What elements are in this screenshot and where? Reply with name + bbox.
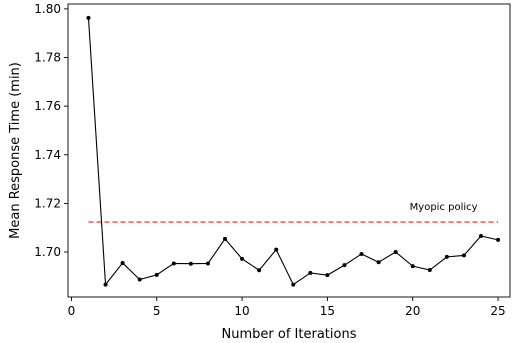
chart-ticks: 0 5 10 15 20 25 1.70 1.72 1.74 1.76 1.78 1.80	[34, 2, 505, 318]
y-tick-label: 1.72	[34, 196, 61, 210]
chart-axes	[67, 3, 511, 298]
data-point	[308, 270, 313, 275]
data-point	[103, 282, 108, 287]
data-point	[393, 250, 398, 255]
data-point	[205, 261, 210, 266]
myopic-policy-label: Myopic policy	[410, 202, 478, 213]
data-point	[120, 260, 125, 265]
y-tick-label: 1.74	[34, 148, 61, 162]
data-point	[359, 251, 364, 256]
x-tick-label: 5	[153, 304, 161, 318]
data-point	[325, 273, 330, 278]
data-point	[137, 277, 142, 282]
x-axis-label: Number of Iterations	[222, 327, 357, 342]
data-point	[154, 272, 159, 277]
y-tick-label: 1.70	[34, 245, 61, 259]
data-point	[86, 15, 91, 20]
series-line	[87, 17, 499, 287]
myopic-policy-reference: Myopic policy	[88, 202, 499, 223]
chart-series	[86, 15, 501, 287]
y-tick-label: 1.80	[34, 2, 61, 16]
x-tick-label: 25	[490, 304, 505, 318]
y-tick-label: 1.78	[34, 50, 61, 64]
x-tick-label: 10	[234, 304, 249, 318]
data-point	[223, 236, 228, 241]
y-axis-label: Mean Response Time (min)	[8, 62, 23, 239]
data-point	[274, 247, 279, 252]
data-point	[171, 261, 176, 266]
data-point	[376, 260, 381, 265]
y-tick-label: 1.76	[34, 99, 61, 113]
x-tick-label: 20	[405, 304, 420, 318]
data-point	[461, 253, 466, 258]
data-point	[257, 268, 262, 273]
x-tick-label: 15	[320, 304, 335, 318]
data-point	[444, 254, 449, 259]
data-point	[410, 264, 415, 269]
data-point	[342, 263, 347, 268]
data-point	[478, 233, 483, 238]
plot-frame	[67, 3, 511, 298]
x-tick-label: 0	[68, 304, 76, 318]
data-point	[496, 237, 501, 242]
data-point	[188, 261, 193, 266]
data-point	[291, 282, 296, 287]
data-point	[240, 256, 245, 261]
data-point	[427, 268, 432, 273]
